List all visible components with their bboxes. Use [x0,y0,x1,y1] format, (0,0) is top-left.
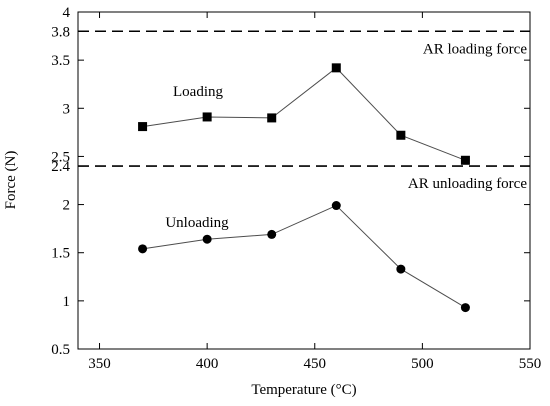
y-tick-label-2-4: 2.4 [51,159,70,175]
x-axis: 350 400 450 500 550 [88,12,541,372]
y-axis-title: Force (N) [3,151,19,210]
loading-annotation: Loading [173,84,223,100]
reference-lines [78,30,530,167]
y-tick-label-1-5: 1.5 [51,246,70,262]
unloading-point-430 [267,229,277,239]
loading-point-490 [396,130,406,140]
unloading-point-460 [331,201,341,211]
unloading-point-370 [138,244,148,254]
loading-point-400 [202,112,212,122]
y-tick-label-0-5: 0.5 [51,342,70,358]
y-tick-label-2-5: 2.5 [51,149,70,165]
unloading-point-400 [202,234,212,244]
loading-point-460 [331,63,341,73]
data-markers [138,63,470,313]
ar-unloading-force-label: AR unloading force [408,176,527,192]
annotations: AR loading force AR unloading force Loadin… [165,41,527,231]
loading-point-370 [138,122,148,132]
x-tick-label-450: 450 [304,356,327,372]
x-tick-label-400: 400 [196,356,219,372]
y-tick-label-1: 1 [63,294,71,310]
y-tick-label-2: 2 [63,198,71,214]
x-tick-label-550: 550 [519,356,542,372]
unloading-point-490 [396,264,406,274]
y-tick-label-3-5: 3.5 [51,53,70,69]
x-tick-label-350: 350 [88,356,111,372]
unloading-series-line [142,204,466,309]
x-tick-label-500: 500 [411,356,434,372]
x-axis-title: Temperature (°C) [251,382,356,398]
unloading-annotation: Unloading [165,215,229,231]
loading-point-430 [267,113,277,123]
y-tick-label-3: 3 [63,101,71,117]
plot-frame [77,11,531,350]
ar-loading-force-label: AR loading force [423,41,527,57]
unloading-point-520 [460,303,470,313]
y-tick-label-4: 4 [63,5,71,21]
y-tick-label-3-8: 3.8 [51,24,70,40]
loading-series-line [142,67,466,161]
loading-point-520 [460,155,470,165]
y-axis: 0.5 1 1.5 2 2.42.5 3 3.5 3.8 4 [51,5,530,358]
series-lines [142,67,466,309]
